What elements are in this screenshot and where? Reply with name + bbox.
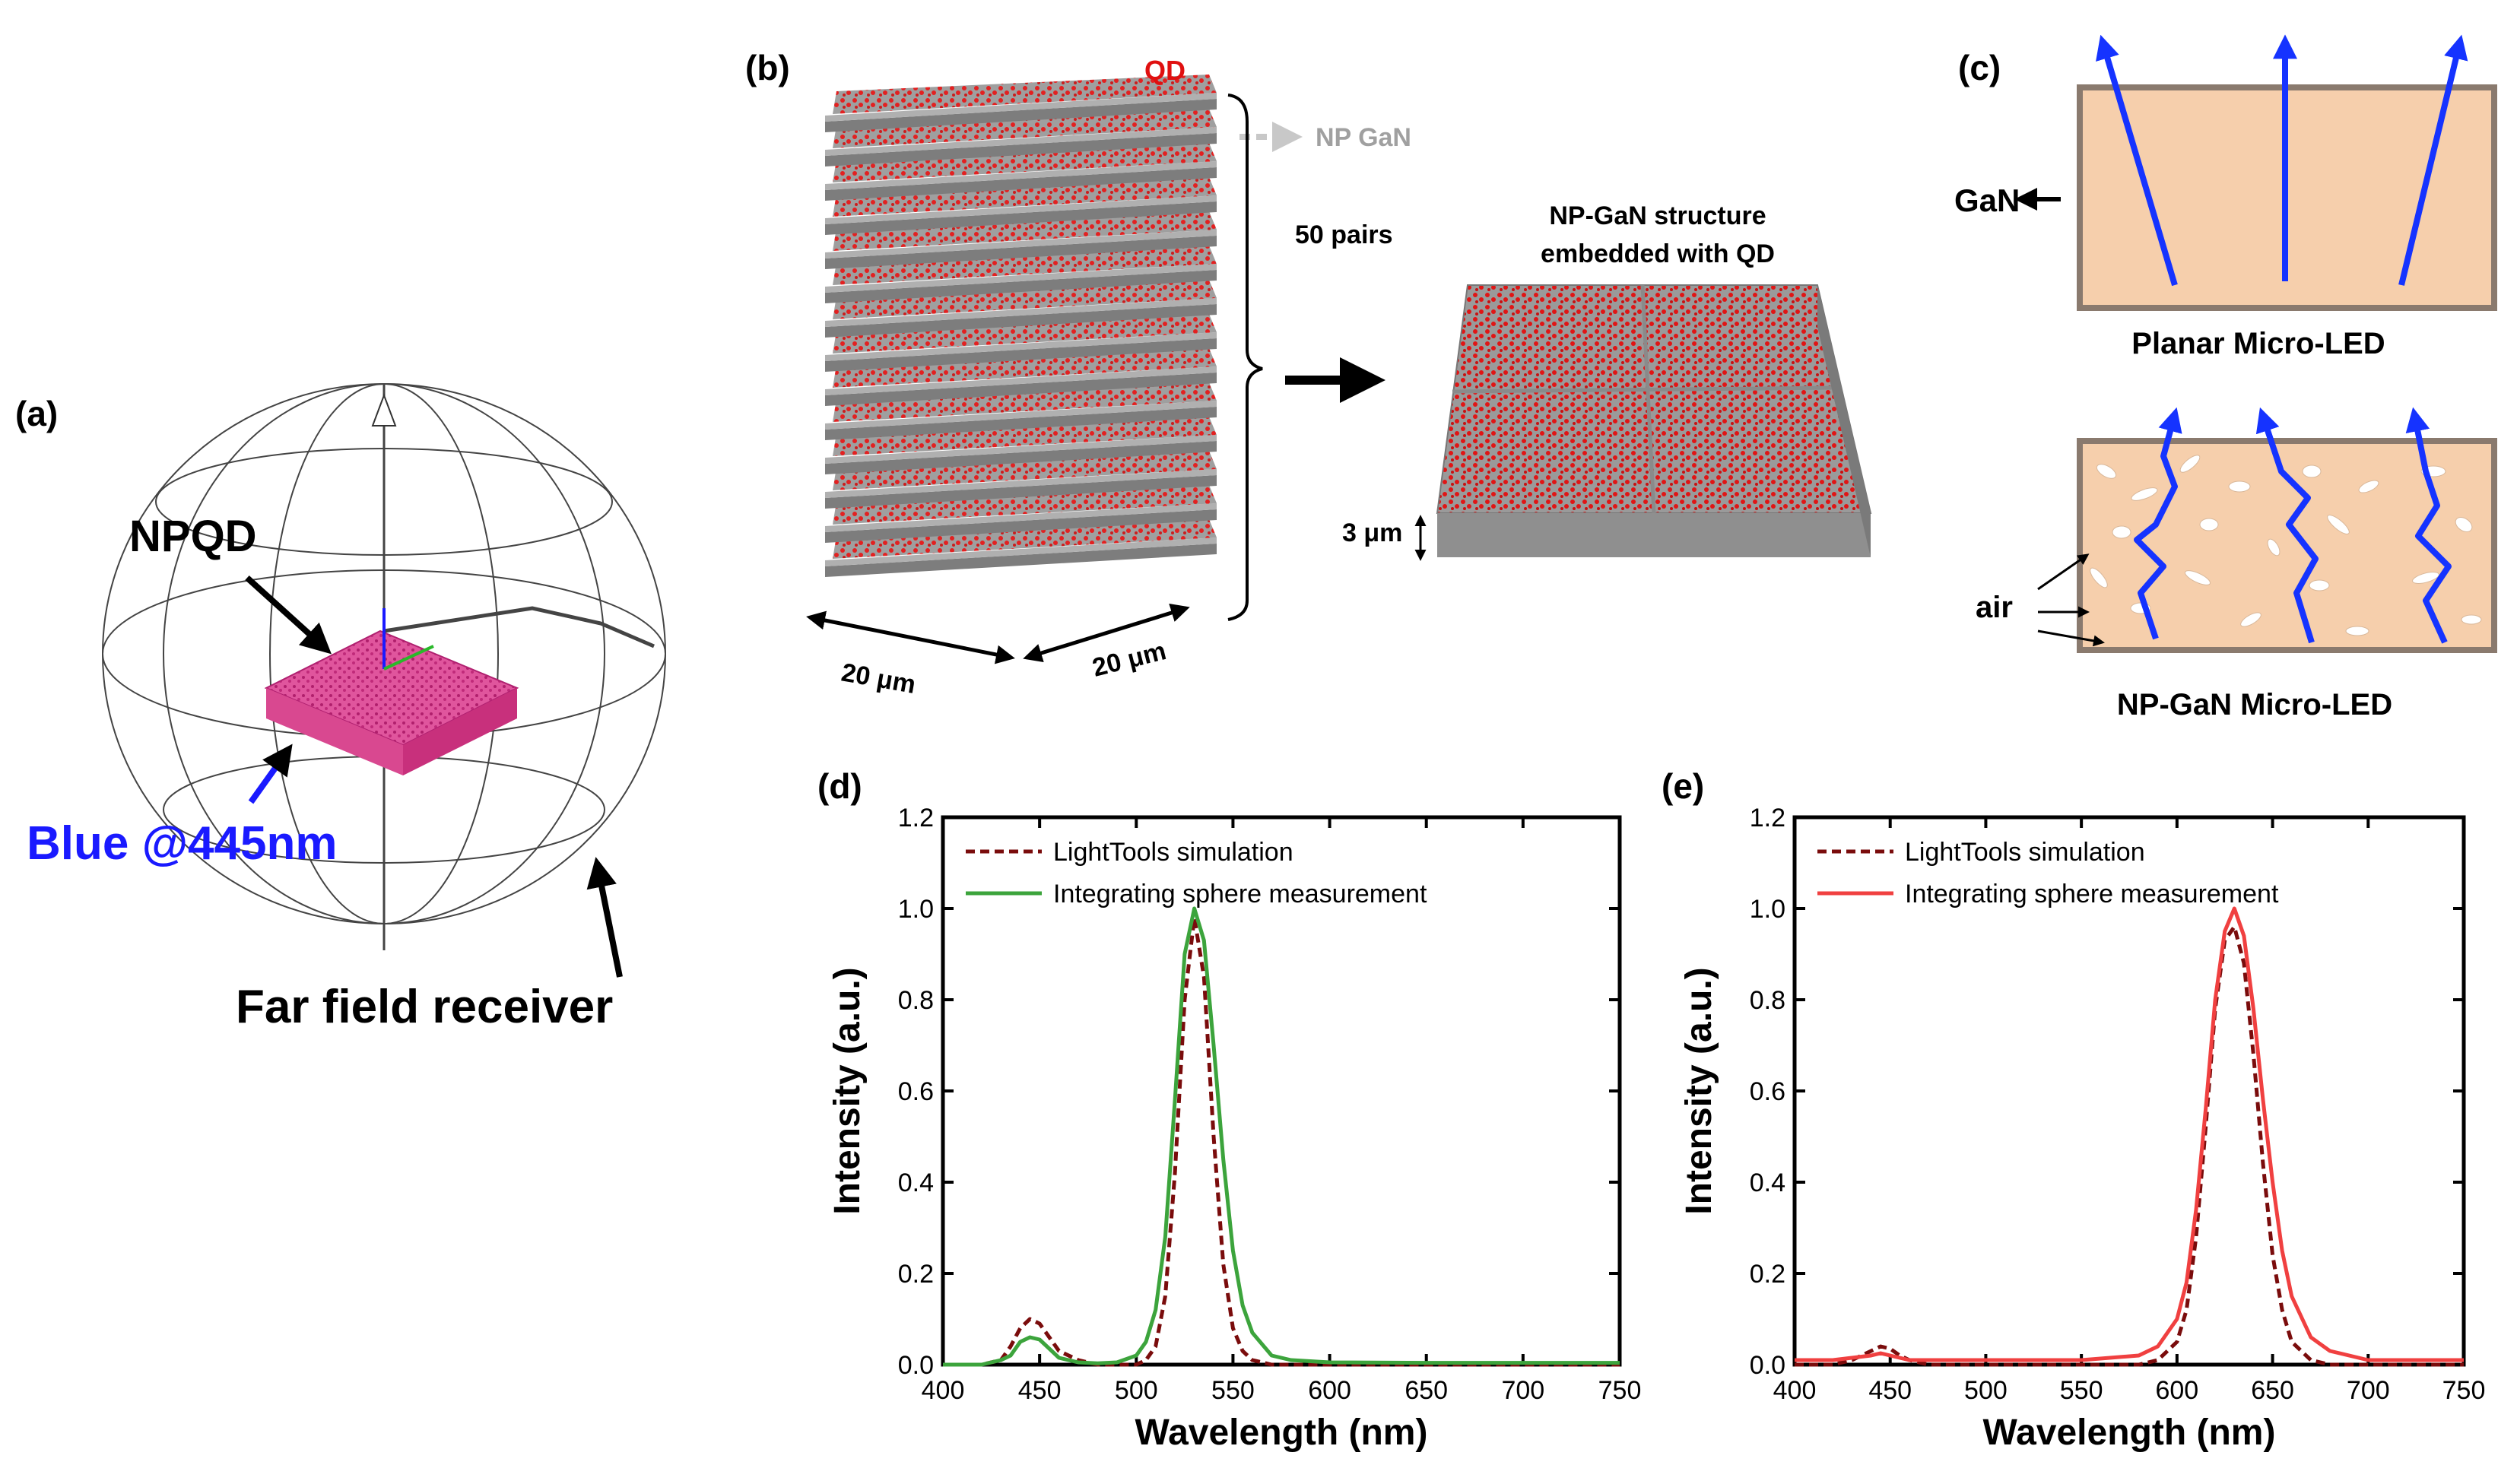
- series-line-measurement: [943, 906, 1620, 1367]
- x-tick-label: 750: [1598, 1376, 1642, 1405]
- width-dimension-2: [1023, 603, 1190, 663]
- stack-layer: [825, 485, 1217, 543]
- pairs-label: 50 pairs: [1295, 220, 1393, 249]
- stack-layer: [825, 348, 1217, 406]
- width-label-1: 20 μm: [840, 658, 918, 699]
- air-arrow-icon-3: [2037, 629, 2105, 647]
- y-tick-label: 0.4: [898, 1168, 934, 1197]
- panel-c: (c) GaN Planar Micro-LED: [1954, 34, 2497, 721]
- stack-layer: [825, 451, 1217, 509]
- thickness-label: 3 μm: [1342, 518, 1402, 547]
- chart-e: (e) 400 450 500 550 600 650 700 750 0.0 0.2 0.4 0.6…: [1662, 766, 2485, 1453]
- x-tick-label: 500: [1964, 1376, 2008, 1405]
- blue-arrow-icon: [248, 744, 293, 804]
- embedded-title-line2: embedded with QD: [1541, 239, 1775, 268]
- x-tick-label: 550: [2060, 1376, 2103, 1405]
- x-tick-label: 450: [1868, 1376, 1912, 1405]
- panel-a-label: (a): [15, 394, 58, 433]
- blue-source-label: Blue @445nm: [27, 817, 337, 870]
- np-gan-label: NP GaN: [1316, 123, 1411, 152]
- y-tick-label: 0.6: [898, 1077, 934, 1106]
- panel-c-label: (c): [1958, 48, 2001, 87]
- x-tick-label: 500: [1115, 1376, 1158, 1405]
- qd-label: QD: [1144, 55, 1185, 86]
- panel-a: (a) NPQD Blue @445nm Far field receiver: [15, 383, 666, 1033]
- legend-label: Integrating sphere measurement: [1053, 880, 1427, 908]
- y-tick-label: 1.0: [898, 895, 934, 924]
- x-tick-label: 600: [2155, 1376, 2198, 1405]
- y-axis-label: Intensity (a.u.): [1679, 967, 1719, 1214]
- pairs-brace: [1227, 94, 1263, 621]
- y-tick-label: 1.2: [898, 804, 934, 832]
- y-tick-label: 0.6: [1750, 1077, 1785, 1106]
- qd-gan-stack: [825, 75, 1217, 577]
- embedded-title-line1: NP-GaN structure: [1549, 201, 1766, 230]
- np-caption: NP-GaN Micro-LED: [2117, 688, 2392, 721]
- npqd-label: NPQD: [129, 512, 257, 561]
- stack-layer: [825, 109, 1217, 166]
- planar-rays: [2096, 34, 2468, 287]
- source-axis-icon-2: [383, 645, 434, 671]
- gan-label: GaN: [1954, 182, 2020, 218]
- series-line-simulation: [943, 915, 1620, 1367]
- y-tick-label: 1.2: [1750, 804, 1785, 832]
- stack-layer: [825, 280, 1217, 338]
- axis-arrow-icon: [371, 393, 397, 426]
- far-field-receiver-label: Far field receiver: [236, 981, 613, 1033]
- panel-b-label: (b): [745, 48, 790, 87]
- stack-layer: [825, 519, 1217, 577]
- x-tick-label: 450: [1018, 1376, 1062, 1405]
- x-tick-label: 700: [1501, 1376, 1544, 1405]
- stack-layer: [825, 314, 1217, 372]
- chart-d: (d) 400 450 500 550 600 650 700 750 0.0 0.2 0.4 0.6…: [817, 766, 1641, 1453]
- y-tick-label: 0.4: [1750, 1168, 1785, 1197]
- planar-caption: Planar Micro-LED: [2131, 327, 2385, 360]
- y-tick-label: 0.8: [1750, 986, 1785, 1015]
- stack-layer: [825, 75, 1217, 132]
- width-dimension-1: [806, 610, 1015, 664]
- x-tick-label: 600: [1308, 1376, 1351, 1405]
- series-line-simulation: [1795, 924, 2464, 1367]
- y-tick-label: 0.0: [898, 1351, 934, 1380]
- panel-e-label: (e): [1662, 766, 1704, 806]
- stack-layer: [825, 143, 1217, 201]
- npqd-box: [264, 629, 519, 775]
- x-tick-label: 400: [922, 1376, 965, 1405]
- npqd-arrow-icon: [245, 576, 332, 655]
- stack-layer: [825, 211, 1217, 269]
- stack-layer: [825, 177, 1217, 235]
- stack-layer: [825, 246, 1217, 303]
- legend-label: Integrating sphere measurement: [1905, 880, 2279, 908]
- x-tick-label: 400: [1773, 1376, 1817, 1405]
- width-label-2: 20 μm: [1090, 636, 1170, 683]
- y-tick-label: 1.0: [1750, 895, 1785, 924]
- x-tick-label: 550: [1211, 1376, 1255, 1405]
- legend-label: LightTools simulation: [1053, 838, 1293, 867]
- y-axis-label: Intensity (a.u.): [827, 967, 868, 1214]
- series-line-measurement: [1795, 906, 2464, 1362]
- np-rays: [2134, 407, 2452, 644]
- air-label: air: [1976, 591, 2013, 624]
- stack-layer: [825, 382, 1217, 440]
- x-axis-label: Wavelength (nm): [1135, 1413, 1428, 1453]
- panel-d-label: (d): [817, 766, 862, 806]
- panel-b: (b) QD NP GaN 50 pairs 20 μm 20 μm NP-Ga…: [745, 48, 1872, 699]
- legend-label: LightTools simulation: [1905, 838, 2145, 867]
- x-axis-label: Wavelength (nm): [1983, 1413, 2276, 1453]
- x-tick-label: 650: [1405, 1376, 1448, 1405]
- x-tick-label: 750: [2442, 1376, 2486, 1405]
- air-arrow-icon-1: [2037, 553, 2090, 591]
- embedded-slab: [1436, 284, 1872, 557]
- stack-layer: [825, 417, 1217, 474]
- y-tick-label: 0.0: [1750, 1351, 1785, 1380]
- receiver-arrow-icon: [586, 857, 623, 978]
- y-tick-label: 0.2: [1750, 1260, 1785, 1289]
- x-tick-label: 700: [2347, 1376, 2390, 1405]
- x-tick-label: 650: [2251, 1376, 2294, 1405]
- y-tick-label: 0.2: [898, 1260, 934, 1289]
- y-tick-label: 0.8: [898, 986, 934, 1015]
